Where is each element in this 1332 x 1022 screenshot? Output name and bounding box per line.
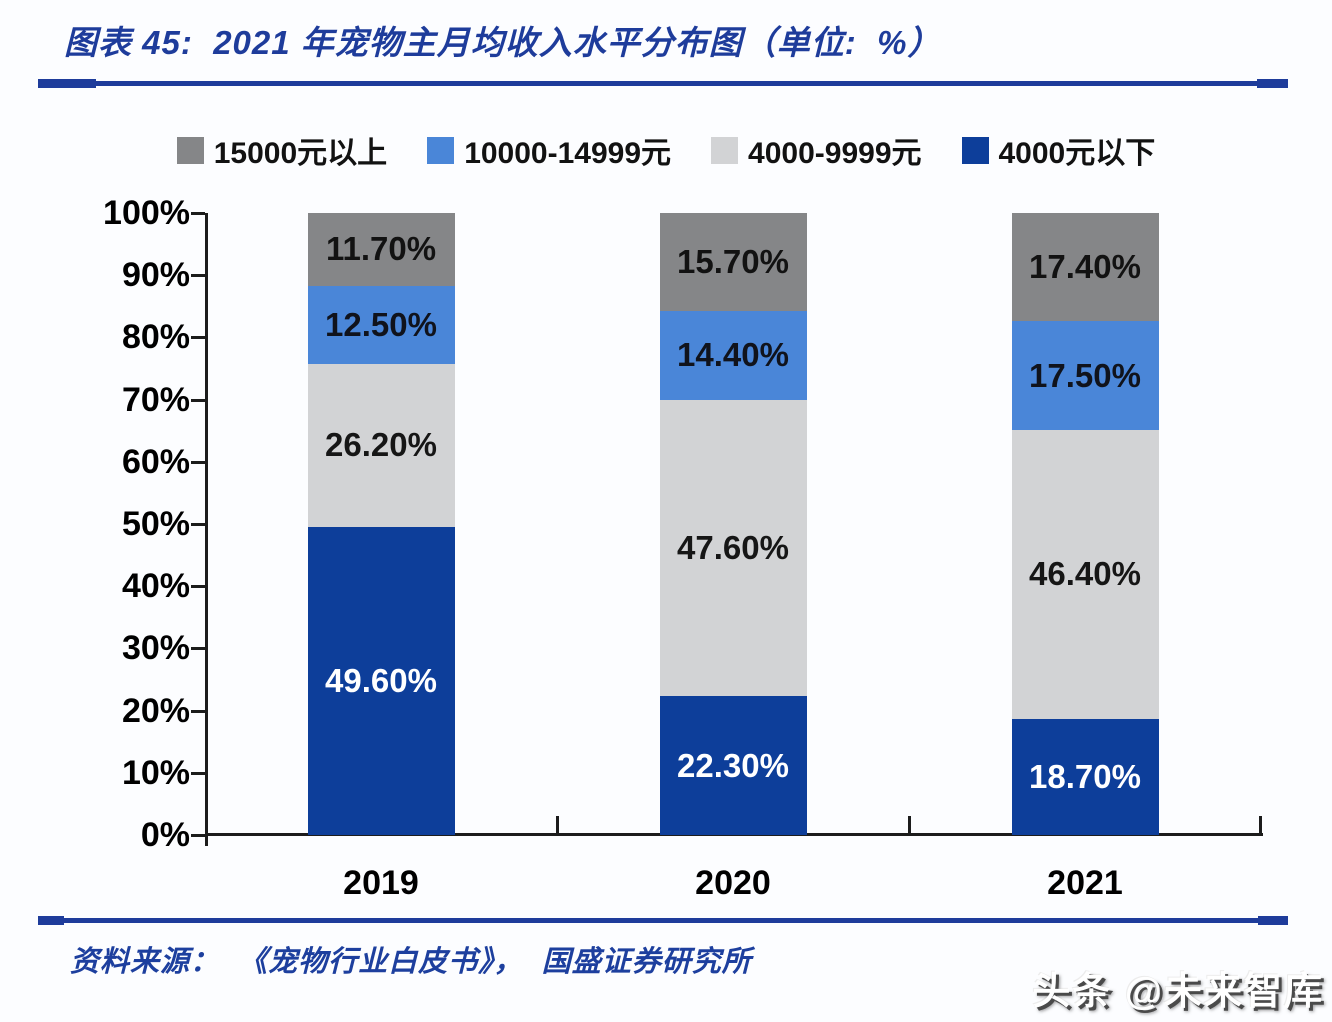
bar-segment-label: 14.40%: [677, 336, 789, 374]
x-axis-label: 2021: [1047, 864, 1123, 902]
bar-segment-label: 18.70%: [1029, 757, 1141, 795]
bar-segment: 12.50%: [307, 285, 455, 364]
x-axis-tick: [556, 816, 559, 833]
legend-item: 15000元以上: [176, 128, 388, 172]
divider-cap-left: [38, 79, 96, 88]
bar-segment: 49.60%: [307, 526, 455, 835]
bar-segment-label: 17.50%: [1029, 356, 1141, 394]
y-axis-label: 70%: [121, 380, 190, 419]
bar-segment: 22.30%: [659, 696, 807, 835]
y-axis-label: 30%: [121, 629, 190, 668]
legend-item: 10000-14999元: [427, 128, 671, 172]
y-axis-label: 80%: [121, 318, 190, 357]
y-axis-tick: [191, 523, 205, 526]
y-axis-label: 10%: [121, 753, 190, 792]
bar-segment: 15.70%: [659, 213, 807, 311]
bar-segment: 14.40%: [659, 310, 807, 401]
bar-segment: 11.70%: [307, 213, 455, 286]
x-axis-label: 2019: [343, 864, 419, 902]
bar-segment-label: 49.60%: [325, 661, 437, 699]
y-axis-tick: [191, 398, 205, 402]
x-axis-label: 2020: [695, 864, 771, 902]
legend-swatch: [427, 136, 455, 164]
y-axis-tick: [191, 274, 205, 278]
bar-segment-label: 22.30%: [677, 746, 789, 784]
y-axis-tick: [191, 585, 205, 589]
x-axis-tick: [1259, 816, 1262, 833]
x-axis-tick: [908, 816, 911, 833]
bar-segment: 18.70%: [1011, 718, 1159, 835]
bar-segment: 47.60%: [659, 400, 807, 697]
y-axis-tick: [191, 771, 205, 775]
y-axis-tick: [191, 709, 205, 713]
legend-swatch: [961, 136, 989, 164]
title-divider: [38, 78, 1288, 89]
legend-item: 4000元以下: [961, 128, 1156, 172]
y-axis-tick: [191, 212, 205, 215]
bar-segment: 17.40%: [1011, 213, 1159, 322]
bar-segment: 46.40%: [1011, 430, 1159, 719]
legend-label: 10000-14999元: [464, 137, 672, 170]
bar-segment-label: 47.60%: [677, 529, 789, 567]
bar-segment-label: 46.40%: [1029, 555, 1141, 593]
y-axis-label: 60%: [121, 442, 190, 481]
bar-segment-label: 12.50%: [325, 305, 437, 343]
divider-cap-left: [38, 916, 64, 925]
divider-line: [38, 918, 1288, 923]
legend-label: 15000元以上: [213, 137, 388, 170]
y-axis-label: 20%: [121, 691, 190, 730]
stacked-bar-chart: 49.60% 26.20% 12.50% 11.70% 22.30% 47.60% 14.4…: [191, 212, 1263, 846]
y-axis-tick: [191, 336, 205, 340]
bar-segment: 17.50%: [1011, 321, 1159, 431]
bar-segment-label: 15.70%: [677, 242, 789, 280]
bar-segment-label: 17.40%: [1029, 248, 1141, 286]
y-axis-label: 40%: [121, 567, 190, 606]
divider-cap-right: [1258, 916, 1288, 925]
legend-item: 4000-9999元: [711, 128, 922, 172]
y-axis-line: [205, 213, 208, 846]
watermark: 头条 @未来智库: [1032, 971, 1324, 1013]
y-axis-label: 50%: [121, 505, 190, 543]
y-axis-label: 90%: [121, 256, 190, 295]
figure-title: 图表 45: 2021 年宠物主月均收入水平分布图（单位: %）: [64, 24, 942, 61]
legend-label: 4000元以下: [998, 137, 1156, 170]
divider-cap-right: [1257, 79, 1288, 88]
y-axis-tick: [191, 460, 205, 464]
y-axis-tick: [191, 647, 205, 651]
bar-segment-label: 26.20%: [325, 426, 437, 464]
footer-divider: [38, 915, 1288, 926]
y-axis-label: 100%: [103, 194, 190, 232]
bar-segment-label: 11.70%: [325, 230, 437, 268]
legend-swatch: [711, 136, 739, 164]
y-axis-label: 0%: [140, 816, 190, 854]
y-axis-tick: [191, 834, 205, 837]
divider-line: [38, 81, 1288, 86]
source-note: 资料来源： 《宠物行业白皮书》， 国盛证券研究所: [70, 946, 752, 978]
legend-swatch: [176, 136, 204, 164]
chart-legend: 15000元以上 10000-14999元 4000-9999元 4000元以下: [0, 128, 1332, 172]
bar-segment: 26.20%: [307, 363, 455, 527]
legend-label: 4000-9999元: [748, 137, 922, 170]
